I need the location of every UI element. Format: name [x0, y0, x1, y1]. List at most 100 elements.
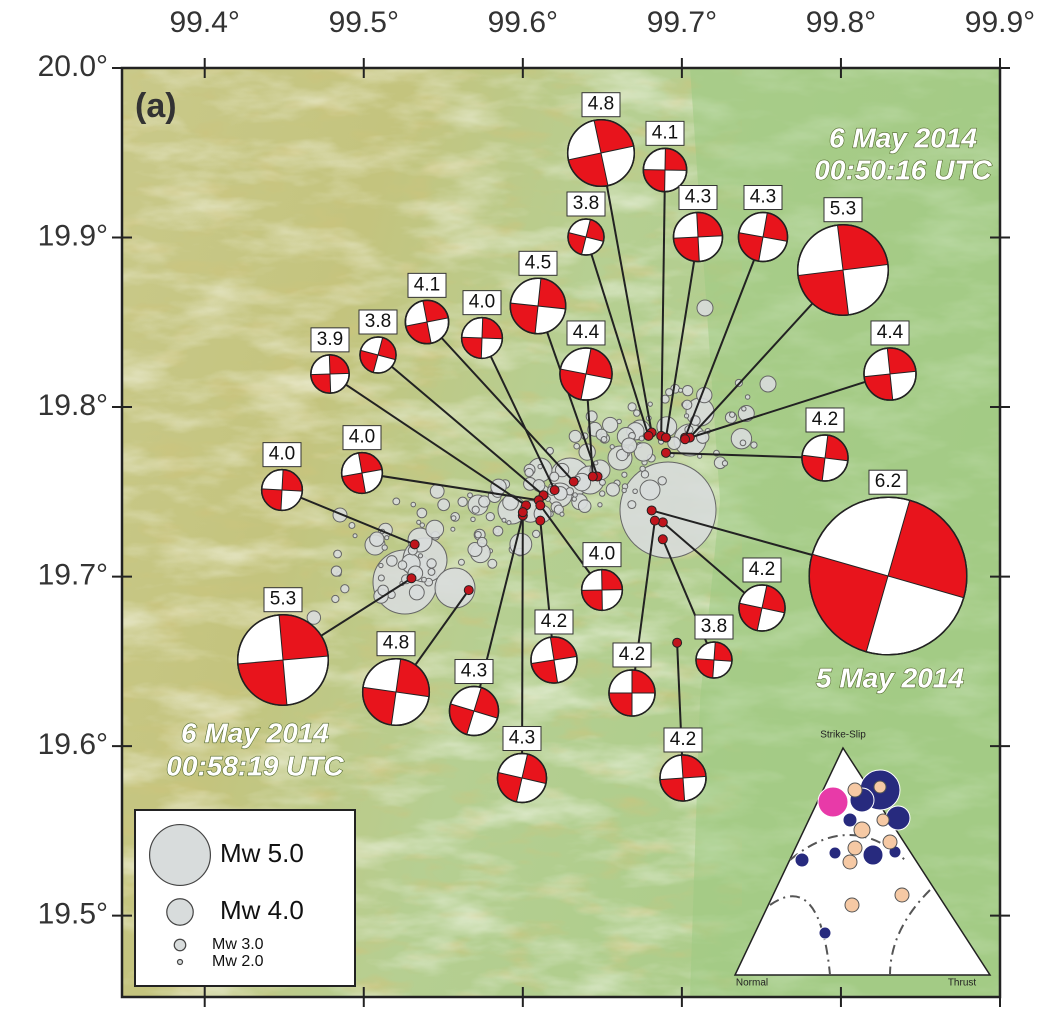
- magnitude-label: 3.8: [573, 193, 599, 214]
- background-quake: [379, 563, 383, 567]
- magnitude-label: 3.8: [701, 616, 727, 637]
- background-quake: [422, 577, 427, 582]
- legend-label: Mw 2.0: [212, 953, 264, 970]
- legend-label: Mw 4.0: [220, 895, 304, 925]
- ternary-point: [886, 806, 910, 830]
- background-quake: [740, 440, 746, 446]
- background-quake: [427, 559, 436, 568]
- background-quake: [488, 559, 497, 568]
- background-quake: [658, 477, 666, 485]
- epicenter: [658, 535, 667, 544]
- ternary-point: [843, 855, 857, 869]
- background-quake: [639, 436, 644, 441]
- background-quake: [393, 498, 400, 505]
- background-quake: [682, 385, 692, 395]
- background-quake: [598, 503, 602, 507]
- beachball: [498, 754, 547, 803]
- background-quake: [682, 400, 691, 409]
- beachball: [531, 637, 577, 683]
- background-quake: [640, 480, 660, 500]
- background-quake: [430, 484, 444, 498]
- beachball: [238, 615, 329, 706]
- background-quake: [370, 532, 384, 546]
- ternary-point: [843, 813, 857, 827]
- magnitude-label: 4.8: [588, 94, 614, 115]
- ternary-point: [795, 853, 809, 867]
- background-quake: [533, 480, 545, 492]
- background-quake: [550, 472, 559, 481]
- beachball: [342, 453, 383, 494]
- y-tick-label: 20.0°: [38, 50, 108, 83]
- background-quake: [600, 491, 605, 496]
- background-quake: [385, 536, 389, 540]
- x-tick-label: 99.7°: [647, 6, 717, 39]
- annotation: 00:58:19 UTC: [166, 750, 344, 781]
- beachball: [739, 213, 788, 262]
- background-quake: [622, 438, 637, 453]
- background-quake: [418, 554, 422, 558]
- background-quake: [507, 521, 511, 525]
- background-quake: [751, 442, 757, 448]
- epicenter: [658, 518, 667, 527]
- background-quake: [475, 531, 481, 537]
- epicenter: [661, 448, 670, 457]
- background-quake: [678, 388, 682, 392]
- epicenter: [650, 516, 659, 525]
- x-tick-label: 99.9°: [965, 6, 1035, 39]
- background-quake: [697, 300, 713, 316]
- annotation: 6 May 2014: [181, 717, 329, 748]
- background-quake: [332, 595, 339, 602]
- magnitude-label: 4.2: [541, 611, 567, 632]
- background-quake: [486, 512, 494, 520]
- background-quake: [622, 472, 627, 477]
- beachball: [568, 219, 604, 255]
- epicenter: [647, 506, 656, 515]
- magnitude-label: 4.3: [685, 187, 711, 208]
- ternary-point: [877, 814, 889, 826]
- panel-label: (a): [135, 87, 177, 125]
- legend-symbol: [174, 939, 186, 951]
- magnitude-label: 4.4: [877, 322, 904, 343]
- ternary-point: [845, 898, 859, 912]
- ternary-point: [895, 888, 909, 902]
- epicenter: [536, 516, 545, 525]
- magnitude-label: 4.0: [469, 292, 495, 313]
- ternary-point: [829, 847, 841, 859]
- y-tick-label: 19.8°: [38, 389, 108, 422]
- beachball: [462, 318, 503, 359]
- legend-symbol: [167, 899, 193, 925]
- background-quake: [458, 559, 464, 565]
- background-quake: [760, 376, 776, 392]
- ternary-point: [819, 927, 831, 939]
- y-tick-label: 19.9°: [38, 219, 108, 252]
- background-quake: [341, 585, 349, 593]
- beachball: [696, 642, 732, 678]
- background-quake: [451, 516, 456, 521]
- annotation: 00:50:16 UTC: [814, 154, 992, 185]
- beachball: [560, 348, 612, 400]
- background-quake: [493, 526, 503, 536]
- epicenter: [588, 472, 597, 481]
- epicenter: [673, 638, 682, 647]
- x-tick-label: 99.4°: [170, 6, 240, 39]
- magnitude-label: 3.8: [365, 311, 391, 332]
- background-quake: [594, 461, 598, 465]
- background-quake: [411, 502, 416, 507]
- magnitude-label: 4.3: [461, 661, 487, 682]
- background-quake: [378, 575, 384, 581]
- background-quake: [438, 499, 450, 511]
- epicenter: [518, 508, 527, 517]
- magnitude-label: 4.1: [652, 122, 678, 143]
- ternary-top-label: Strike-Slip: [820, 730, 866, 741]
- background-quake: [666, 389, 673, 396]
- page: 4.84.13.84.34.35.34.54.14.03.83.94.44.44…: [0, 0, 1044, 1016]
- ternary-left-label: Normal: [736, 978, 768, 989]
- beachball: [510, 278, 565, 333]
- background-quake: [468, 493, 473, 498]
- beachball: [311, 355, 349, 393]
- background-quake: [620, 462, 716, 558]
- annotation: 5 May 2014: [816, 662, 964, 693]
- magnitude-label: 4.4: [573, 322, 600, 343]
- background-quake: [745, 395, 750, 400]
- background-quake: [569, 430, 581, 442]
